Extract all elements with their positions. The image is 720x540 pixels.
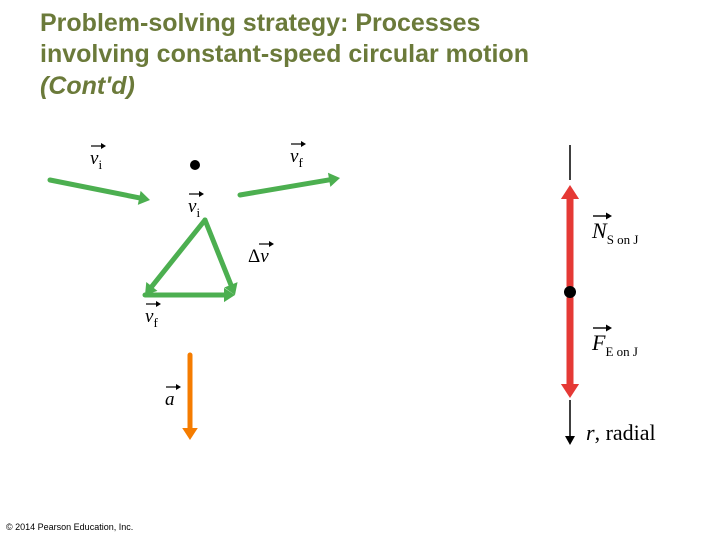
svg-text:NS on J: NS on J bbox=[591, 218, 638, 247]
diagram-area: vi vf vi vf Δv a NS on J FE on J r, radial bbox=[30, 140, 690, 510]
copyright-text: © 2014 Pearson Education, Inc. bbox=[6, 522, 133, 532]
physics-diagram: vi vf vi vf Δv a NS on J FE on J r, radial bbox=[30, 140, 690, 470]
svg-text:r, radial: r, radial bbox=[586, 420, 656, 445]
title-line2: involving constant-speed circular motion bbox=[40, 39, 640, 70]
title-line1: Problem-solving strategy: Processes bbox=[40, 8, 640, 39]
svg-text:vi: vi bbox=[188, 196, 200, 220]
svg-text:Δv: Δv bbox=[248, 246, 269, 267]
svg-text:FE on J: FE on J bbox=[591, 330, 638, 359]
svg-text:vf: vf bbox=[290, 146, 303, 170]
title-line3: (Cont'd) bbox=[40, 71, 640, 102]
svg-text:a: a bbox=[165, 389, 175, 410]
svg-text:vi: vi bbox=[90, 148, 102, 172]
svg-text:vf: vf bbox=[145, 306, 158, 330]
